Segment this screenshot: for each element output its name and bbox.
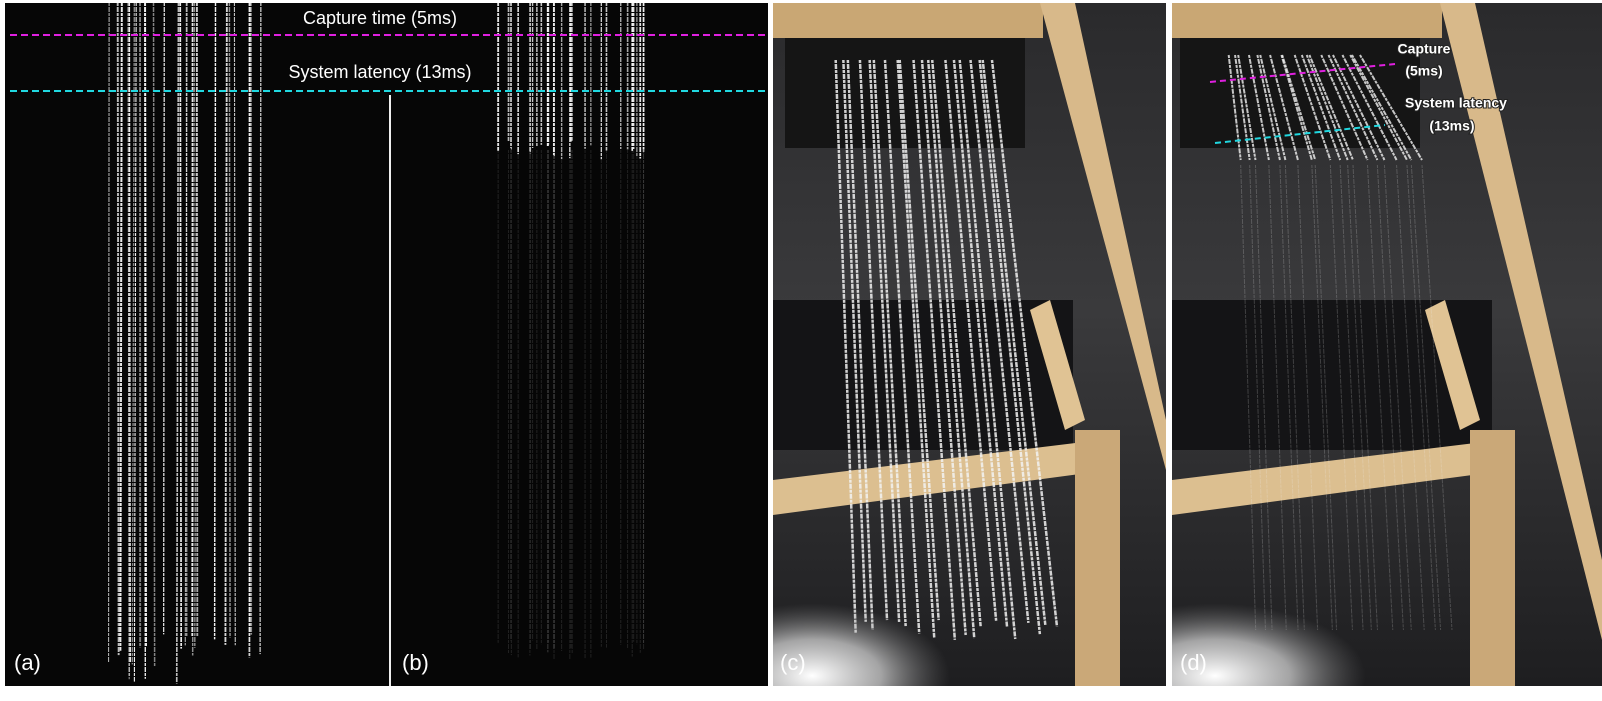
panel-c (773, 3, 1166, 686)
panel-label: (d) (1180, 650, 1207, 675)
water-streak (250, 3, 251, 644)
water-streak (164, 3, 165, 634)
water-streak (145, 3, 146, 679)
capture-text-d: Capture (1398, 41, 1451, 57)
page: Capture time (5ms) System latency (13ms)… (0, 0, 1602, 701)
panel-label: (b) (402, 650, 429, 675)
capture-text: Capture time (5ms) (303, 8, 457, 28)
panel-label: (c) (780, 650, 806, 675)
panel-label: (a) (14, 650, 41, 675)
latency-text-d: (13ms) (1429, 118, 1474, 134)
figure: Capture time (5ms) System latency (13ms)… (0, 0, 1602, 701)
panel-d (1172, 3, 1602, 686)
capture-text-d: (5ms) (1405, 63, 1442, 79)
latency-text: System latency (13ms) (288, 62, 471, 82)
water-streak (215, 3, 216, 639)
water-streak (180, 3, 181, 649)
latency-text-d: System latency (1405, 95, 1507, 111)
water-streak (118, 3, 119, 655)
